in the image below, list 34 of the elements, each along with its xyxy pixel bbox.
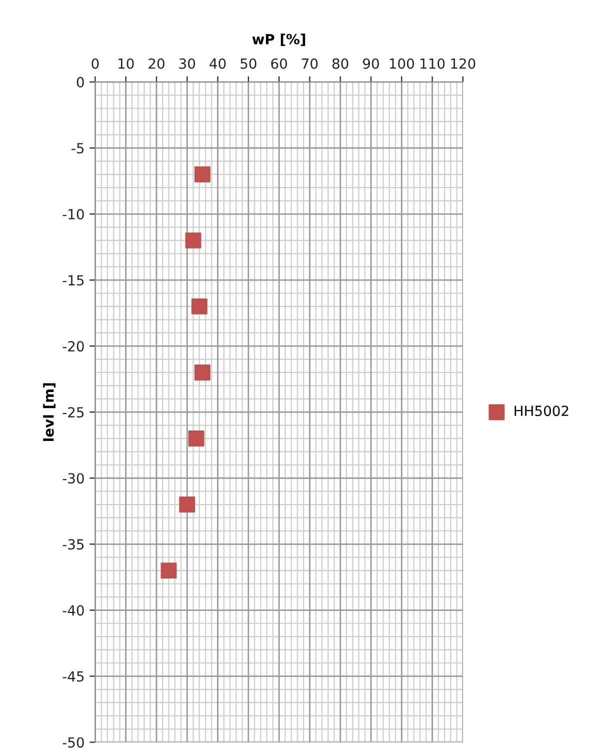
x-tick-label: 50	[240, 58, 256, 69]
x-tick-label: 80	[332, 58, 348, 69]
x-tick-label: 120	[451, 58, 476, 69]
point	[194, 166, 210, 182]
x-tick-label: 110	[420, 58, 445, 69]
y-tick-label: -50	[62, 737, 84, 748]
y-tick-label: -25	[62, 407, 84, 418]
x-tick-label: 20	[148, 58, 164, 69]
y-tick-label: -30	[62, 473, 84, 484]
point	[191, 298, 208, 314]
x-tick-label: 30	[179, 58, 196, 69]
y-tick-label: -45	[62, 671, 84, 682]
point	[179, 496, 196, 513]
x-tick-label: 10	[118, 58, 134, 69]
y-tick-label: -15	[62, 275, 84, 286]
point	[188, 430, 204, 446]
x-tick-label: 40	[210, 58, 226, 69]
y-tick-label: -35	[62, 539, 84, 550]
x-tick-label: 60	[271, 58, 287, 69]
point	[194, 364, 210, 380]
x-tick-label: 0	[92, 58, 99, 69]
y-tick-label: -40	[62, 605, 84, 616]
point	[185, 232, 202, 248]
x-tick-label: 100	[390, 58, 414, 69]
y-tick-label: -20	[62, 341, 84, 352]
x-tick-label: 90	[363, 58, 379, 69]
y-tick-label: 0	[76, 76, 84, 88]
x-tick-label: 70	[302, 58, 318, 69]
legend-label: HH5002	[514, 406, 568, 416]
y-axis-title: levl [m]	[43, 383, 56, 441]
point	[160, 562, 177, 579]
y-tick-label: -10	[62, 208, 84, 220]
y-tick-label: -5	[72, 143, 84, 154]
x-axis-title: wP [%]	[252, 34, 306, 46]
